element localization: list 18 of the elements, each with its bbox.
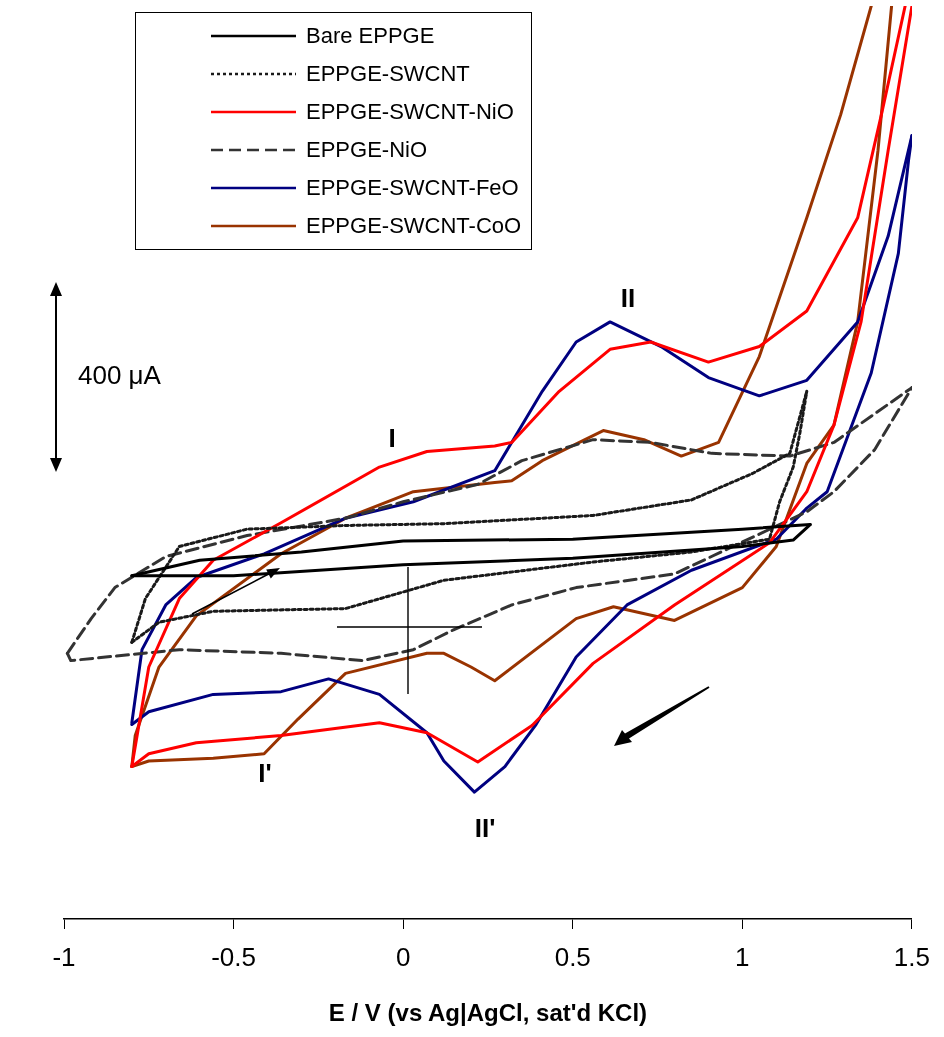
x-tick-label: 0 (395, 941, 411, 972)
annotation: 400 μA (78, 360, 161, 391)
annotation: II' (474, 813, 496, 844)
annotation: I (388, 423, 396, 454)
x-tick-label: -1 (52, 941, 76, 972)
annotation: II (620, 283, 636, 314)
x-tick-label: 1 (735, 941, 750, 972)
annotation: I' (258, 758, 272, 789)
legend-label: EPPGE-SWCNT-FeO (306, 175, 519, 201)
x-tick-label: 0.5 (554, 941, 591, 972)
legend-label: EPPGE-NiO (306, 137, 428, 163)
legend-label: EPPGE-SWCNT-NiO (306, 99, 514, 125)
x-axis-title: E / V (vs Ag|AgCl, sat'd KCl) (328, 999, 648, 1027)
legend-label: Bare EPPGE (306, 23, 435, 49)
legend-label: EPPGE-SWCNT (306, 61, 470, 87)
legend-label: EPPGE-SWCNT-CoO (306, 213, 522, 239)
x-tick-label: -0.5 (211, 941, 256, 972)
x-tick-label: 1.5 (893, 941, 931, 972)
